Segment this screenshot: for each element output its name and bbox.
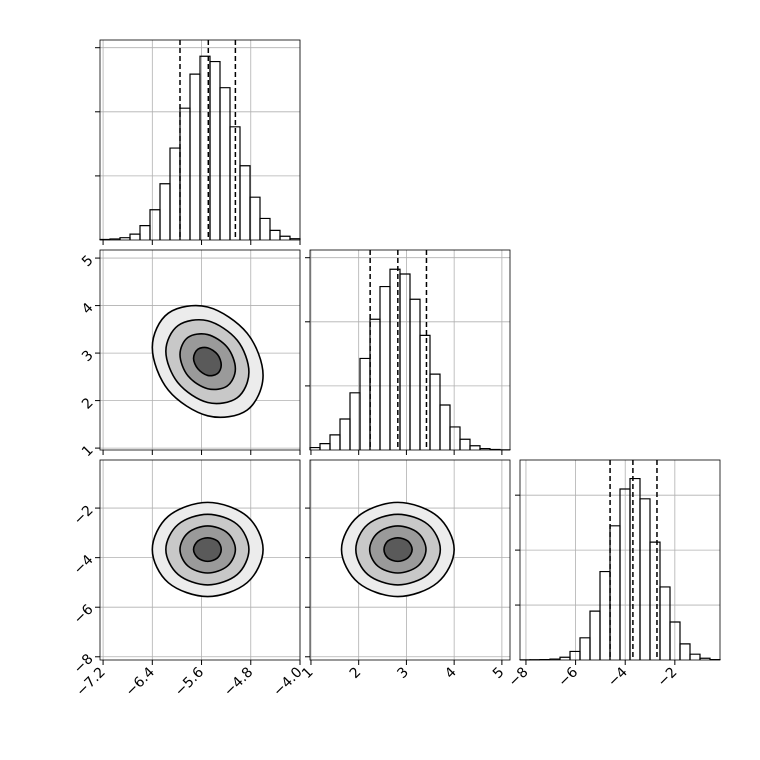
x-tick-label: −2 [655,664,681,690]
y-tick-label: 4 [79,300,97,318]
histogram-bin [559,656,571,660]
x-tick-label: −6.4 [123,664,158,699]
x-tick-label: −8 [506,664,532,690]
histogram-bin [589,610,601,660]
histogram-bin [339,418,351,450]
histogram-bin [369,318,381,450]
histogram-bin [429,373,441,450]
histogram-bin [169,147,181,240]
y-tick-label: −4 [71,552,97,578]
histogram-bin [569,650,581,660]
histogram-bin [649,541,661,660]
histogram-bin [679,643,691,660]
histogram-bin [419,334,431,450]
histogram-bin [259,217,271,240]
contour-level [192,537,223,563]
histogram-bin [249,196,261,240]
histogram-bin [639,498,651,660]
histogram-bin [629,477,641,660]
histogram-bin [329,434,341,450]
histogram-bin [189,73,201,240]
histogram-bin [149,209,161,240]
histogram-bin [219,87,231,240]
histogram-bin [269,229,281,240]
x-tick-label: −6 [555,664,581,690]
x-tick-label: −5.6 [172,664,207,699]
contour-level [192,346,223,377]
histogram-bin [209,60,221,240]
histogram-bin [579,637,591,660]
y-tick-label: 1 [79,442,97,460]
x-tick-label: 3 [394,664,412,682]
histogram-bin [599,570,611,660]
histogram-bin [129,233,141,240]
histogram-bin [179,107,191,240]
histogram-bin [379,285,391,450]
histogram-bin [279,235,291,240]
histogram-bin [359,357,371,450]
y-tick-label: −6 [71,601,97,627]
x-tick-label: 4 [442,664,460,682]
panel-frame [309,249,511,451]
panel-frame [99,39,301,241]
histogram-bin [319,442,331,450]
histogram-bin [469,445,481,450]
histogram-bin [239,165,251,240]
panel-frame [519,459,721,661]
histogram-bin [459,438,471,450]
panel-frame [99,249,301,451]
histogram-bin [659,586,671,660]
y-tick-label: 5 [79,252,97,270]
histogram-bin [449,426,461,450]
x-tick-label: −4.8 [221,664,256,699]
histogram-bin [669,621,681,660]
histogram-bin [399,273,411,450]
histogram-bin [229,126,241,240]
histogram-bin [139,225,151,240]
x-tick-label: 2 [347,664,365,682]
panel-frame [309,459,511,661]
x-tick-label: −4 [605,664,631,690]
y-tick-label: 3 [79,347,97,365]
histogram-bin [159,183,171,240]
histogram-bin [439,404,451,450]
histogram-bin [609,525,621,660]
y-tick-label: 2 [79,395,97,413]
panel-frame [99,459,301,661]
y-tick-label: −2 [71,502,97,528]
histogram-bin [689,653,701,660]
contour-level [383,537,413,563]
